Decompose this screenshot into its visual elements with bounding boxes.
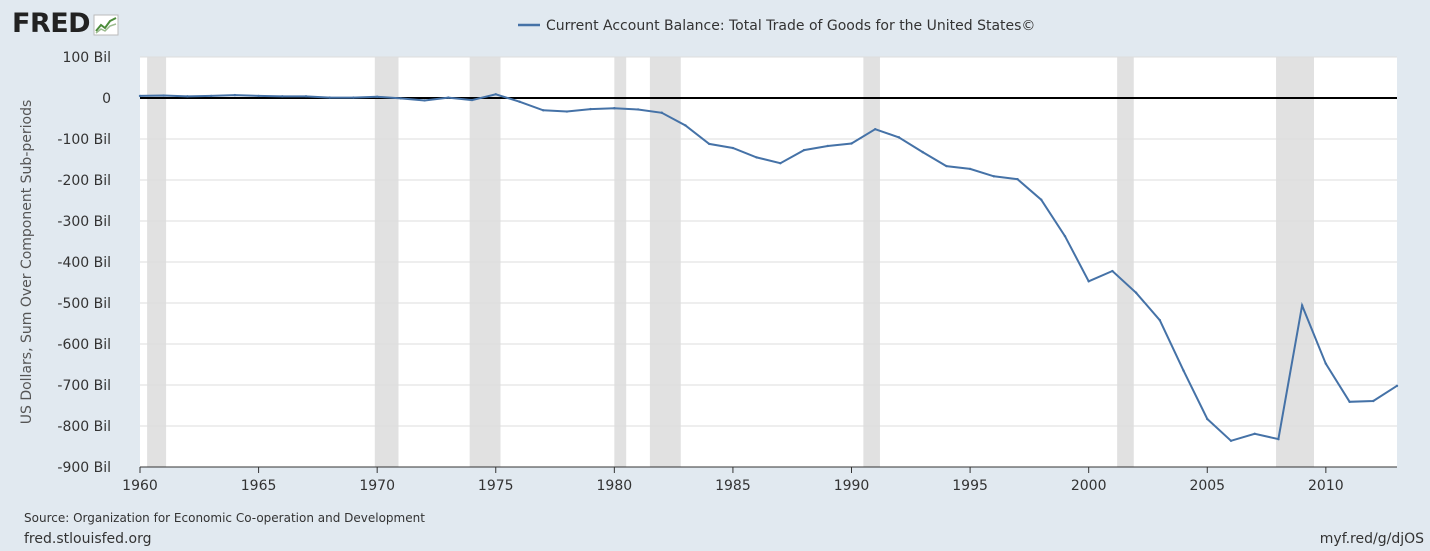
- data-point: [1277, 437, 1280, 441]
- data-point: [755, 156, 758, 159]
- y-tick-label: 0: [102, 91, 111, 107]
- data-point: [1395, 384, 1399, 388]
- data-point: [826, 144, 829, 148]
- data-point: [1372, 399, 1375, 403]
- y-tick-label: -200 Bil: [57, 173, 111, 189]
- y-tick-label: -300 Bil: [57, 214, 111, 230]
- data-point: [731, 146, 735, 150]
- x-tick-label: 1965: [241, 478, 277, 494]
- data-point: [1040, 198, 1043, 201]
- legend-series-label: Current Account Balance: Total Trade of …: [546, 18, 1035, 34]
- x-tick-label: 1995: [952, 478, 988, 494]
- data-point: [1253, 432, 1256, 435]
- x-tick-label: 1975: [478, 478, 514, 494]
- data-point: [684, 124, 687, 127]
- data-point: [304, 95, 308, 98]
- data-point: [1324, 362, 1328, 365]
- chart: Current Account Balance: Total Trade of …: [19, 18, 1399, 494]
- data-point: [138, 94, 142, 98]
- x-tick-label: 1960: [122, 478, 158, 494]
- y-tick-label: -400 Bil: [57, 255, 111, 271]
- data-point: [399, 97, 403, 100]
- y-axis-ticks: 100 Bil 0 -100 Bil -200 Bil -300 Bil -400 Bil…: [57, 50, 111, 476]
- data-point: [328, 96, 331, 99]
- y-tick-label: -100 Bil: [57, 132, 111, 148]
- y-tick-label: -500 Bil: [57, 296, 111, 312]
- fred-logo[interactable]: FRED: [12, 8, 119, 39]
- data-point: [613, 107, 616, 110]
- data-point: [233, 93, 237, 97]
- data-point: [802, 148, 806, 152]
- short-link[interactable]: myf.red/g/djOS: [1319, 531, 1424, 547]
- chart-logo-icon: [93, 14, 119, 35]
- x-axis-ticks: 1960 1965 1970 1975 1980 1985 1990 1995 2000 2005…: [122, 467, 1344, 494]
- data-point: [1229, 439, 1233, 442]
- data-point: [874, 127, 877, 131]
- data-point: [186, 95, 189, 98]
- data-point: [352, 96, 355, 99]
- x-tick-label: 2000: [1071, 478, 1107, 494]
- data-point: [1016, 177, 1019, 181]
- source-note: Source: Organization for Economic Co-ope…: [24, 511, 425, 525]
- data-point: [541, 109, 545, 112]
- x-tick-label: 1970: [359, 478, 395, 494]
- data-point: [423, 99, 426, 102]
- x-tick-label: 1980: [597, 478, 633, 494]
- data-point: [945, 164, 948, 168]
- data-point: [1158, 319, 1162, 322]
- data-point: [470, 98, 474, 102]
- data-point: [921, 150, 924, 154]
- data-point: [257, 94, 260, 98]
- x-tick-label: 1985: [715, 478, 751, 494]
- data-point: [518, 100, 521, 103]
- data-point: [565, 110, 569, 113]
- data-point: [660, 111, 663, 114]
- data-point: [281, 95, 284, 98]
- y-axis-title: US Dollars, Sum Over Component Sub-perio…: [19, 100, 35, 425]
- data-point: [708, 142, 711, 146]
- data-point: [636, 108, 640, 111]
- data-point: [162, 94, 165, 97]
- data-point: [897, 136, 901, 139]
- data-point: [1134, 291, 1138, 294]
- data-point: [1206, 417, 1209, 421]
- legend: Current Account Balance: Total Trade of …: [518, 18, 1035, 34]
- y-tick-label: -600 Bil: [57, 337, 111, 353]
- data-point: [209, 94, 213, 98]
- data-point: [1111, 269, 1114, 273]
- series-line: [139, 93, 1398, 442]
- y-tick-label: -700 Bil: [57, 378, 111, 394]
- data-point: [447, 96, 450, 99]
- logo-text: FRED: [12, 8, 91, 39]
- data-point: [494, 93, 497, 96]
- data-point: [589, 107, 592, 111]
- data-point: [992, 175, 996, 178]
- data-point: [968, 167, 972, 171]
- y-tick-label: 100 Bil: [62, 50, 111, 66]
- data-point: [1348, 400, 1351, 404]
- x-tick-label: 2005: [1189, 478, 1225, 494]
- data-point: [1182, 369, 1185, 372]
- data-points: [138, 93, 1399, 442]
- y-tick-label: -900 Bil: [57, 460, 111, 476]
- site-link[interactable]: fred.stlouisfed.org: [24, 531, 152, 547]
- y-tick-label: -800 Bil: [57, 419, 111, 435]
- data-point: [850, 142, 853, 145]
- data-point: [375, 95, 379, 98]
- x-tick-label: 2010: [1308, 478, 1344, 494]
- data-point: [1063, 234, 1067, 238]
- data-point: [779, 161, 782, 165]
- x-tick-label: 1990: [834, 478, 870, 494]
- data-point: [1087, 280, 1090, 283]
- data-point: [1300, 304, 1304, 307]
